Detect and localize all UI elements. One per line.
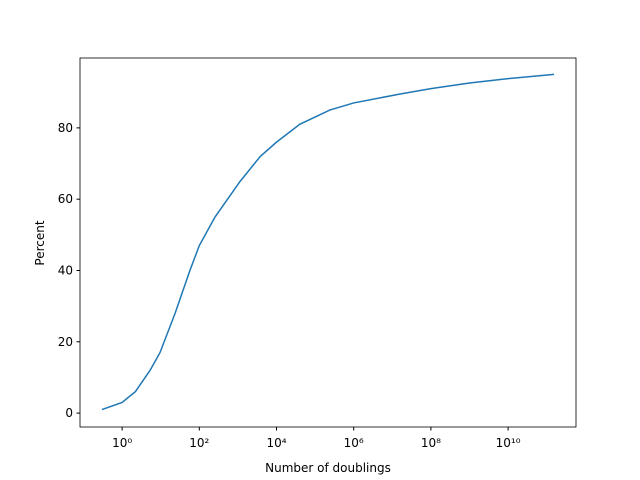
y-tick-label: 0 bbox=[65, 406, 73, 420]
x-tick-label: 10⁰ bbox=[112, 436, 132, 450]
y-axis-label: Percent bbox=[33, 220, 47, 265]
x-tick-label: 10⁸ bbox=[421, 436, 441, 450]
x-tick-label: 10² bbox=[189, 436, 209, 450]
y-tick-label: 80 bbox=[58, 121, 73, 135]
y-tick-label: 60 bbox=[58, 192, 73, 206]
x-axis-label: Number of doublings bbox=[265, 461, 391, 475]
line bbox=[101, 73, 555, 411]
x-tick-label: 10¹⁰ bbox=[496, 436, 521, 450]
y-tick-label: 20 bbox=[58, 335, 73, 349]
plot-frame bbox=[79, 57, 577, 428]
y-tick-label: 40 bbox=[58, 263, 73, 277]
x-tick-label: 10⁶ bbox=[344, 436, 364, 450]
x-tick-label: 10⁴ bbox=[266, 436, 286, 450]
